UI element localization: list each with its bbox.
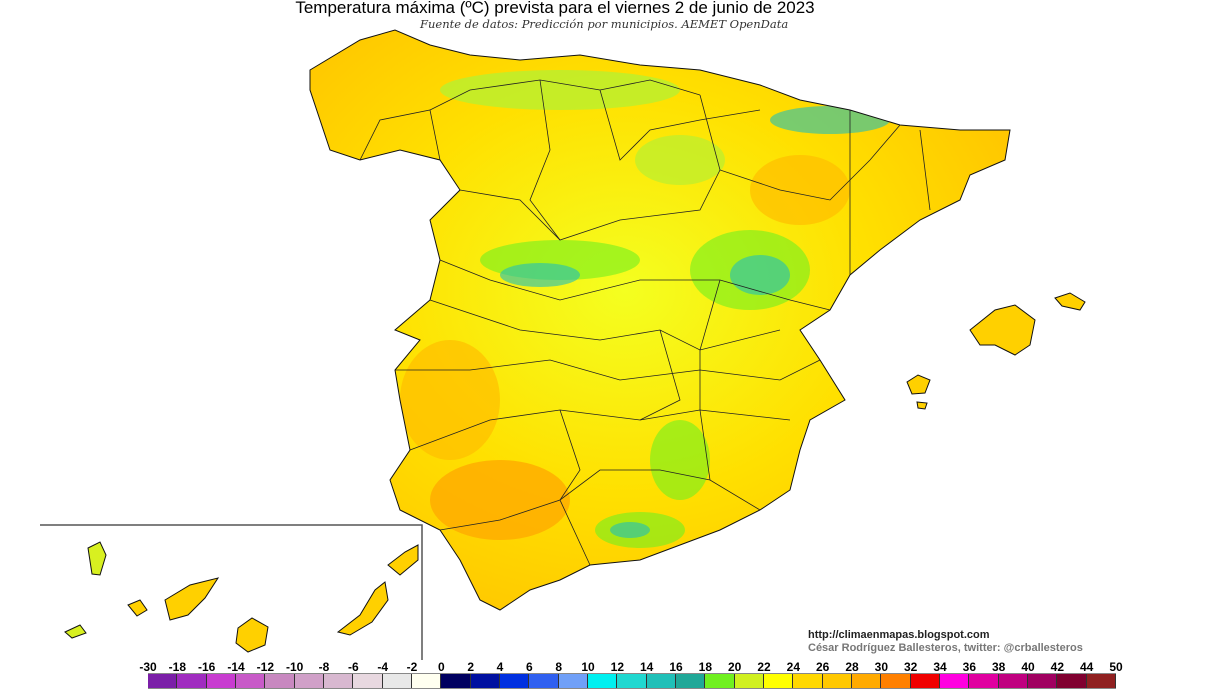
legend-color-bin bbox=[500, 674, 530, 688]
legend-label: 34 bbox=[933, 660, 947, 674]
legend-label: -30 bbox=[139, 660, 157, 674]
legend-label: 24 bbox=[786, 660, 801, 674]
legend-label: 30 bbox=[874, 660, 889, 674]
legend-color-bin bbox=[412, 674, 442, 688]
gran-canaria bbox=[235, 617, 269, 653]
legend-color-bin bbox=[617, 674, 647, 688]
legend-label: 16 bbox=[669, 660, 683, 674]
legend-color-bin bbox=[1028, 674, 1058, 688]
legend-label: 0 bbox=[437, 660, 445, 674]
legend-color-bin bbox=[353, 674, 383, 688]
lanzarote bbox=[387, 544, 419, 576]
legend-label: -14 bbox=[227, 660, 245, 674]
la-gomera bbox=[127, 599, 148, 617]
map-subtitle: Fuente de datos: Predicción por municipi… bbox=[420, 17, 789, 31]
legend-label: 44 bbox=[1079, 660, 1094, 674]
legend-label: 12 bbox=[610, 660, 625, 674]
legend-label: 22 bbox=[757, 660, 771, 674]
color-legend: -30 -18 -16 -14 -12 -10 -8 -6 -4 -2 0 2 4 6 8 10 12 14 16 1… bbox=[139, 660, 1123, 690]
legend-color-bin bbox=[441, 674, 471, 688]
legend-color-bin bbox=[646, 674, 676, 688]
legend-color-bin bbox=[265, 674, 295, 688]
legend-color-bin bbox=[793, 674, 823, 688]
legend-label: 14 bbox=[639, 660, 654, 674]
legend-color-bin bbox=[1086, 674, 1116, 688]
legend-color-bin bbox=[382, 674, 412, 688]
legend-color-bin bbox=[558, 674, 588, 688]
formentera bbox=[916, 401, 928, 410]
el-hierro bbox=[64, 624, 87, 639]
legend-color-bin bbox=[705, 674, 735, 688]
legend-label: 10 bbox=[581, 660, 595, 674]
legend-label: -16 bbox=[197, 660, 216, 674]
mallorca bbox=[969, 304, 1036, 356]
legend-color-bin bbox=[470, 674, 500, 688]
province-borders bbox=[359, 79, 931, 566]
legend-color-bin bbox=[969, 674, 999, 688]
legend-color-bin bbox=[148, 674, 178, 688]
credit-url-link[interactable]: http://climaenmapas.blogspot.com bbox=[808, 629, 990, 641]
legend-label: 2 bbox=[467, 660, 474, 674]
legend-color-bin bbox=[881, 674, 911, 688]
credit-author: César Rodríguez Ballesteros, twitter: @c… bbox=[808, 642, 1083, 654]
legend-label: -10 bbox=[285, 660, 304, 674]
legend-color-bin bbox=[588, 674, 618, 688]
legend-color-bin bbox=[206, 674, 236, 688]
legend-label: -6 bbox=[347, 660, 359, 674]
legend-color-bin bbox=[822, 674, 852, 688]
legend-label: 6 bbox=[525, 660, 533, 674]
legend-color-bin bbox=[998, 674, 1028, 688]
legend-label: -18 bbox=[168, 660, 186, 674]
legend-label: 42 bbox=[1050, 660, 1065, 674]
legend-label: -8 bbox=[318, 660, 330, 674]
legend-label: 40 bbox=[1021, 660, 1035, 674]
legend-color-bin bbox=[734, 674, 764, 688]
legend-color-bin bbox=[1057, 674, 1087, 688]
legend-color-bin bbox=[529, 674, 559, 688]
legend-label: -12 bbox=[256, 660, 274, 674]
mainland-spain bbox=[309, 29, 1011, 611]
legend-label: 28 bbox=[845, 660, 859, 674]
balearic-islands bbox=[906, 292, 1086, 410]
legend-color-bin bbox=[294, 674, 324, 688]
legend-label: 26 bbox=[815, 660, 830, 674]
legend-color-bin bbox=[940, 674, 970, 688]
legend-color-bin bbox=[236, 674, 266, 688]
legend-label: 36 bbox=[962, 660, 977, 674]
legend-color-bin bbox=[324, 674, 354, 688]
legend-color-bin bbox=[852, 674, 882, 688]
legend-label: -4 bbox=[377, 660, 388, 674]
canary-islands-inset bbox=[40, 524, 423, 660]
legend-label: 20 bbox=[727, 660, 742, 674]
legend-label: 4 bbox=[496, 660, 504, 674]
tenerife bbox=[164, 577, 220, 621]
la-palma bbox=[87, 541, 107, 576]
legend-label: 38 bbox=[991, 660, 1006, 674]
ibiza bbox=[906, 374, 931, 395]
legend-label: 50 bbox=[1109, 660, 1123, 674]
menorca bbox=[1054, 292, 1086, 311]
credits: http://climaenmapas.blogspot.com César R… bbox=[808, 629, 1083, 655]
legend-color-bin bbox=[676, 674, 706, 688]
map-title: Temperatura máxima (ºC) prevista para el… bbox=[295, 0, 815, 17]
legend-label: 18 bbox=[698, 660, 713, 674]
legend-label: -2 bbox=[406, 660, 418, 674]
legend-label: 32 bbox=[903, 660, 918, 674]
spain-temperature-map bbox=[40, 29, 1086, 660]
legend-color-bin bbox=[910, 674, 940, 688]
legend-label: 8 bbox=[555, 660, 562, 674]
legend-color-bin bbox=[764, 674, 794, 688]
legend-color-bin bbox=[177, 674, 207, 688]
fuerteventura bbox=[336, 581, 389, 636]
